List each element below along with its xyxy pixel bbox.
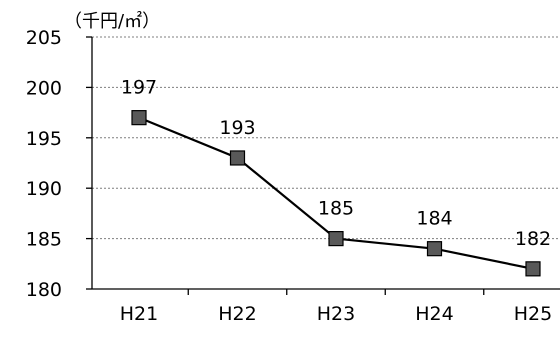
x-axis-ticks: H21 H22 H23 H24 H25 (120, 289, 552, 325)
y-tick-label: 185 (26, 229, 62, 251)
y-tick-label: 200 (26, 77, 62, 99)
y-tick-label: 195 (26, 128, 62, 150)
data-markers (131, 110, 541, 277)
data-marker-H24 (426, 241, 443, 257)
y-axis-unit-label: （千円/㎡） (64, 10, 160, 32)
axes (91, 37, 560, 290)
x-tick-label-H22: H22 (218, 303, 256, 325)
y-tick-label: 190 (26, 178, 62, 200)
data-marker-H25 (525, 261, 541, 277)
y-tick-label: 180 (26, 279, 62, 301)
data-marker-H22 (229, 150, 246, 166)
data-marker-H23 (328, 231, 344, 247)
data-label-H22: 193 (219, 117, 255, 139)
x-tick-label-H24: H24 (415, 303, 453, 325)
x-tick-label-H21: H21 (120, 303, 158, 325)
x-tick-label-H23: H23 (317, 303, 355, 325)
x-tick-label-H25: H25 (514, 303, 552, 325)
data-labels: 197 193 185 184 182 (121, 77, 551, 250)
data-marker-H21 (131, 110, 147, 126)
y-tick-label: 205 (26, 27, 62, 49)
data-label-H21: 197 (121, 77, 157, 99)
data-label-H23: 185 (318, 198, 354, 220)
data-label-H24: 184 (416, 208, 452, 230)
data-label-H25: 182 (515, 228, 551, 250)
y-axis-ticks: 180 185 190 195 200 205 (26, 27, 92, 301)
